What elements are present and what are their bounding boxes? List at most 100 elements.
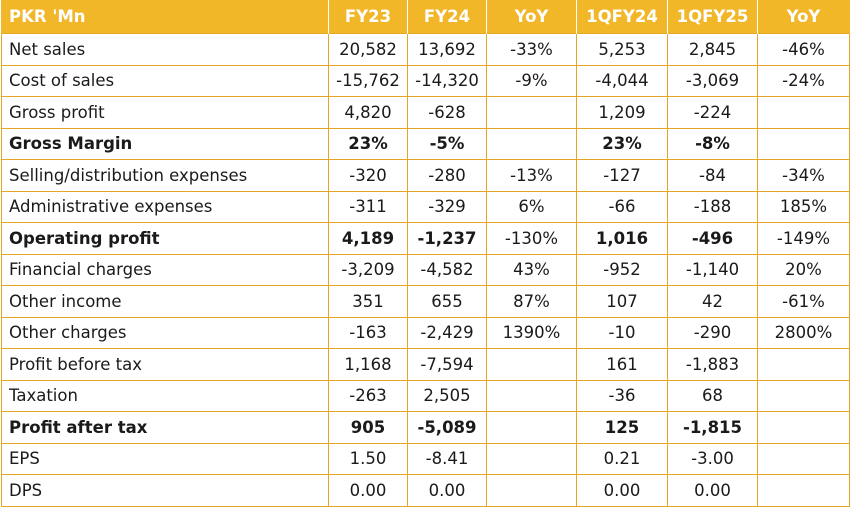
row-label: Gross Margin <box>1 127 329 160</box>
row-label: Profit before tax <box>1 348 329 381</box>
cell-yoy-annual <box>486 96 577 129</box>
cell-fy24: -14,320 <box>407 64 487 97</box>
cell-1qfy25: -188 <box>667 190 758 223</box>
cell-fy24: 13,692 <box>407 33 487 66</box>
cell-fy24: -7,594 <box>407 348 487 381</box>
cell-1qfy24: -127 <box>576 159 668 192</box>
cell-1qfy25: 68 <box>667 379 758 412</box>
cell-fy23: -311 <box>328 190 408 223</box>
cell-fy24: -5% <box>407 127 487 160</box>
cell-fy24: -2,429 <box>407 316 487 349</box>
cell-fy23: 4,820 <box>328 96 408 129</box>
header-yoy-annual: YoY <box>486 0 577 34</box>
header-1qfy24: 1QFY24 <box>576 0 668 34</box>
cell-1qfy25: -3,069 <box>667 64 758 97</box>
cell-fy23: 1.50 <box>328 442 408 475</box>
row-label: Other income <box>1 285 329 318</box>
cell-fy24: -628 <box>407 96 487 129</box>
cell-yoy-annual: -33% <box>486 33 577 66</box>
cell-1qfy24: 125 <box>576 411 668 444</box>
cell-yoy-quarterly <box>757 474 850 507</box>
header-fy24: FY24 <box>407 0 487 34</box>
cell-fy23: 4,189 <box>328 222 408 255</box>
cell-1qfy24: 107 <box>576 285 668 318</box>
cell-1qfy25: 0.00 <box>667 474 758 507</box>
cell-1qfy25: -1,883 <box>667 348 758 381</box>
table-row: Taxation -263 2,505 -36 68 <box>1 379 850 412</box>
table-row: Gross Margin 23% -5% 23% -8% <box>1 127 850 160</box>
cell-1qfy25: 42 <box>667 285 758 318</box>
cell-1qfy25: -1,815 <box>667 411 758 444</box>
table-row: Financial charges -3,209 -4,582 43% -952… <box>1 253 850 286</box>
header-1qfy25: 1QFY25 <box>667 0 758 34</box>
table-row: Other income 351 655 87% 107 42 -61% <box>1 285 850 318</box>
cell-fy24: -329 <box>407 190 487 223</box>
header-yoy-quarterly: YoY <box>757 0 850 34</box>
cell-1qfy24: -4,044 <box>576 64 668 97</box>
table-row: Profit before tax 1,168 -7,594 161 -1,88… <box>1 348 850 381</box>
row-label: Gross profit <box>1 96 329 129</box>
cell-fy24: 2,505 <box>407 379 487 412</box>
cell-fy23: -15,762 <box>328 64 408 97</box>
cell-1qfy24: -10 <box>576 316 668 349</box>
cell-1qfy24: 1,209 <box>576 96 668 129</box>
row-label: Cost of sales <box>1 64 329 97</box>
cell-1qfy24: 0.00 <box>576 474 668 507</box>
cell-fy23: 905 <box>328 411 408 444</box>
row-label: Taxation <box>1 379 329 412</box>
cell-yoy-annual <box>486 442 577 475</box>
cell-fy24: 655 <box>407 285 487 318</box>
row-label: DPS <box>1 474 329 507</box>
cell-1qfy25: -224 <box>667 96 758 129</box>
row-label: EPS <box>1 442 329 475</box>
cell-yoy-quarterly: -61% <box>757 285 850 318</box>
cell-1qfy24: -36 <box>576 379 668 412</box>
cell-fy24: -8.41 <box>407 442 487 475</box>
cell-yoy-annual: 43% <box>486 253 577 286</box>
cell-fy23: 20,582 <box>328 33 408 66</box>
cell-yoy-annual <box>486 379 577 412</box>
cell-yoy-annual: 6% <box>486 190 577 223</box>
cell-yoy-quarterly <box>757 127 850 160</box>
cell-1qfy24: 5,253 <box>576 33 668 66</box>
cell-yoy-quarterly: 2800% <box>757 316 850 349</box>
cell-yoy-annual: 1390% <box>486 316 577 349</box>
row-label: Selling/distribution expenses <box>1 159 329 192</box>
row-label: Profit after tax <box>1 411 329 444</box>
cell-fy23: -163 <box>328 316 408 349</box>
cell-yoy-quarterly: -34% <box>757 159 850 192</box>
cell-yoy-quarterly <box>757 411 850 444</box>
cell-yoy-quarterly <box>757 96 850 129</box>
cell-1qfy25: -290 <box>667 316 758 349</box>
cell-1qfy24: 1,016 <box>576 222 668 255</box>
table-row: DPS 0.00 0.00 0.00 0.00 <box>1 474 850 507</box>
row-label: Operating profit <box>1 222 329 255</box>
cell-fy24: -4,582 <box>407 253 487 286</box>
row-label: Financial charges <box>1 253 329 286</box>
row-label: Other charges <box>1 316 329 349</box>
cell-fy24: -5,089 <box>407 411 487 444</box>
cell-fy23: 1,168 <box>328 348 408 381</box>
cell-yoy-quarterly <box>757 442 850 475</box>
cell-yoy-annual: -130% <box>486 222 577 255</box>
cell-fy23: -320 <box>328 159 408 192</box>
table-row: Gross profit 4,820 -628 1,209 -224 <box>1 96 850 129</box>
cell-1qfy24: 161 <box>576 348 668 381</box>
cell-fy24: -1,237 <box>407 222 487 255</box>
cell-fy24: 0.00 <box>407 474 487 507</box>
cell-yoy-quarterly: -46% <box>757 33 850 66</box>
cell-yoy-quarterly: 20% <box>757 253 850 286</box>
cell-fy23: 0.00 <box>328 474 408 507</box>
row-label: Net sales <box>1 33 329 66</box>
cell-1qfy24: 0.21 <box>576 442 668 475</box>
cell-yoy-quarterly <box>757 379 850 412</box>
cell-1qfy25: -1,140 <box>667 253 758 286</box>
cell-1qfy24: -952 <box>576 253 668 286</box>
cell-1qfy24: 23% <box>576 127 668 160</box>
cell-1qfy24: -66 <box>576 190 668 223</box>
cell-1qfy25: -3.00 <box>667 442 758 475</box>
cell-yoy-quarterly: -149% <box>757 222 850 255</box>
cell-1qfy25: -496 <box>667 222 758 255</box>
cell-fy23: 23% <box>328 127 408 160</box>
